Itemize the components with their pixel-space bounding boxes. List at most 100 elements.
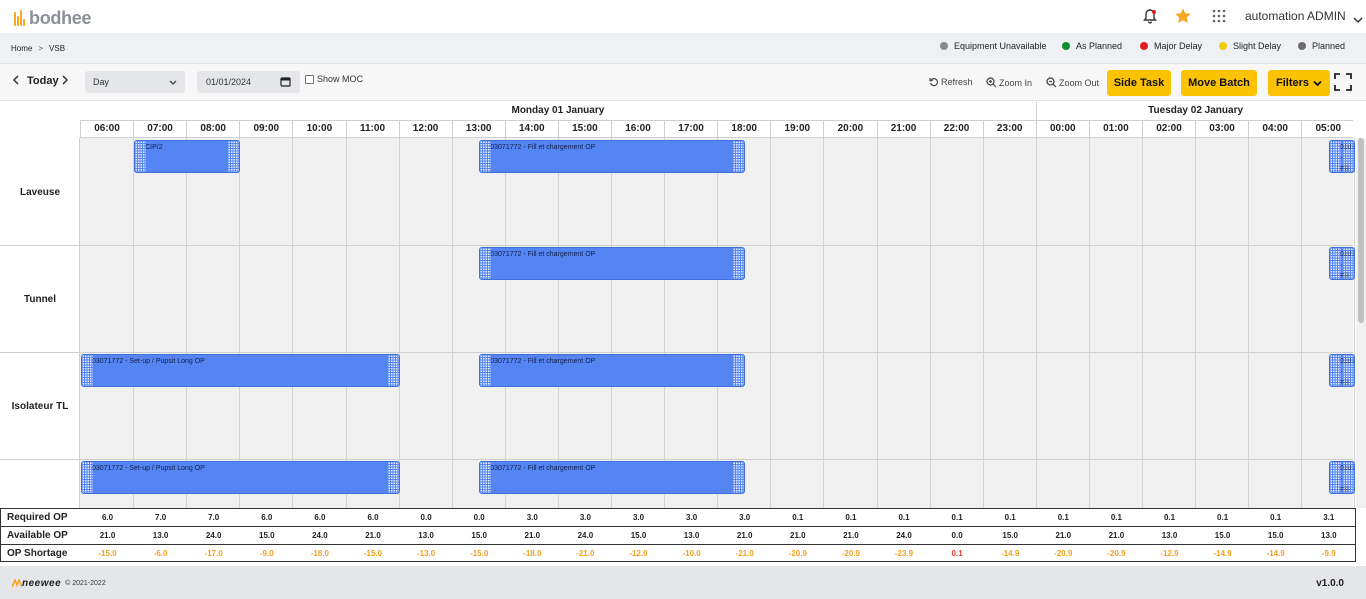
show-moc-checkbox[interactable]	[305, 74, 314, 84]
legend-label: Planned	[1312, 41, 1346, 51]
task-bar[interactable]: 03071772 - Fill et chargement OP	[479, 140, 745, 173]
grid-line	[717, 138, 719, 508]
breadcrumb-bar: Home > VSB Equipment Unavailable As Planne…	[0, 33, 1366, 63]
summary-cell: 15.0	[1267, 531, 1284, 540]
gantt-vertical-scrollbar[interactable]	[1356, 138, 1366, 508]
resize-handle-right[interactable]	[732, 462, 744, 493]
resize-handle-right[interactable]	[387, 355, 399, 386]
summary-cell: -6.0	[153, 549, 168, 558]
hour-header: 12:00	[398, 120, 452, 138]
header-divider	[80, 120, 1353, 121]
scrollbar-thumb[interactable]	[1358, 138, 1364, 323]
resize-handle-right[interactable]	[228, 141, 240, 172]
resize-handle-left[interactable]	[1329, 462, 1341, 493]
chevron-down-icon	[1313, 80, 1322, 86]
grid-line	[504, 138, 506, 508]
fullscreen-icon[interactable]	[1334, 73, 1352, 96]
footer-brand: neewee	[22, 578, 62, 589]
next-period-chevron-icon[interactable]	[61, 75, 69, 88]
task-bar[interactable]: 03071800 - Fill et chargement OP	[1328, 461, 1355, 494]
resize-handle-left[interactable]	[1329, 355, 1341, 386]
legend-dot	[940, 42, 948, 50]
summary-cell: 15.0	[1214, 531, 1231, 540]
summary-cell: 0.1	[1163, 513, 1176, 522]
resize-handle-right[interactable]	[387, 462, 399, 493]
task-bar[interactable]: 03071800 - Fill et chargement OP	[1328, 140, 1355, 173]
move-batch-button[interactable]: Move Batch	[1181, 70, 1257, 96]
bodhee-logo[interactable]: bodhee	[14, 8, 92, 28]
resize-handle-left[interactable]	[135, 141, 147, 172]
refresh-button[interactable]: Refresh	[929, 77, 973, 87]
legend-dot	[1298, 42, 1306, 50]
calendar-icon[interactable]	[280, 76, 291, 89]
resize-handle-left[interactable]	[1329, 248, 1341, 279]
resize-handle-left[interactable]	[480, 248, 492, 279]
view-select[interactable]: Day	[85, 71, 185, 93]
grid-line	[1088, 138, 1090, 508]
task-bar[interactable]: 03071772 - Set-up / Pupsit Long OP	[81, 354, 400, 387]
resize-handle-left[interactable]	[480, 462, 492, 493]
zoom-in-label: Zoom In	[999, 77, 1033, 88]
resize-handle-right[interactable]	[732, 355, 744, 386]
favorites-star-icon[interactable]	[1173, 6, 1193, 26]
resize-handle-right[interactable]	[1342, 141, 1354, 172]
summary-cell: 3.1	[1323, 513, 1335, 522]
task-bar[interactable]: 03071800 - Fill et chargement OP	[1328, 247, 1355, 280]
zoom-out-label: Zoom Out	[1059, 77, 1100, 88]
prev-period-chevron-icon[interactable]	[12, 75, 20, 88]
hour-header: 07:00	[133, 120, 186, 138]
filters-button[interactable]: Filters	[1268, 70, 1330, 96]
summary-cell: 13.0	[1161, 531, 1178, 540]
task-bar[interactable]: 03071772 - Fill et chargement OP	[479, 461, 745, 494]
hour-header: 06:00	[80, 120, 133, 138]
resize-handle-right[interactable]	[1342, 355, 1354, 386]
resize-handle-right[interactable]	[1342, 462, 1354, 493]
summary-cell: -17.0	[204, 549, 223, 558]
hour-header: 21:00	[876, 120, 930, 138]
summary-cell: -18.0	[523, 549, 542, 558]
summary-cell: 21.0	[736, 531, 753, 540]
resize-handle-right[interactable]	[732, 248, 744, 279]
gantt-toolbar: Today Day 01/01/2024 Show MOC Refresh Zo…	[0, 63, 1366, 101]
resize-handle-right[interactable]	[732, 141, 744, 172]
summary-cell: 21.0	[99, 531, 116, 540]
zoom-in-button[interactable]: Zoom In	[986, 77, 1032, 88]
zoom-out-button[interactable]: Zoom Out	[1046, 77, 1099, 88]
show-moc-toggle[interactable]: Show MOC	[305, 74, 363, 84]
side-task-button[interactable]: Side Task	[1107, 70, 1171, 96]
zoom-out-icon	[1046, 77, 1057, 88]
notification-bell-icon[interactable]	[1140, 6, 1160, 26]
task-bar[interactable]: CIP/2	[134, 140, 241, 173]
summary-row: OP Shortage -15.0 -6.0 -17.0 -9.0 -18.0 -15.0 -…	[1, 545, 1355, 563]
today-button[interactable]: Today	[27, 75, 59, 87]
breadcrumb-home[interactable]: Home	[11, 44, 33, 53]
resize-handle-left[interactable]	[82, 355, 93, 386]
summary-cell: -14.9	[1213, 549, 1232, 558]
task-bar[interactable]: 03071800 - Fill et chargement OP	[1328, 354, 1355, 387]
resize-handle-left[interactable]	[480, 141, 492, 172]
day-header: Monday 01 January	[511, 105, 605, 116]
summary-cell: 3.0	[579, 513, 591, 522]
hour-header: 00:00	[1035, 120, 1089, 138]
app-version: v1.0.0	[1316, 578, 1344, 589]
grid-line	[133, 138, 135, 508]
apps-grid-icon[interactable]	[1209, 6, 1229, 26]
resize-handle-left[interactable]	[82, 462, 93, 493]
resource-label: Isolateur TL	[11, 401, 69, 412]
grid-line	[1142, 138, 1143, 508]
gantt-grid[interactable]: CIP/2 03071772 - Fill et chargement OP 030…	[80, 138, 1356, 508]
user-menu-chevron-icon[interactable]	[1353, 11, 1363, 29]
resize-handle-left[interactable]	[1329, 141, 1341, 172]
logo-mark-icon	[14, 10, 25, 26]
date-input[interactable]: 01/01/2024	[197, 71, 300, 93]
resize-handle-right[interactable]	[1342, 248, 1354, 279]
footer-copyright: © 2021-2022	[65, 580, 106, 587]
task-bar[interactable]: 03071772 - Set-up / Pupsit Long OP	[81, 461, 400, 494]
grid-line	[876, 138, 878, 508]
summary-cell: -18.0	[310, 549, 329, 558]
task-bar[interactable]: 03071772 - Fill et chargement OP	[479, 354, 745, 387]
hour-header: 03:00	[1195, 120, 1248, 138]
resize-handle-left[interactable]	[480, 355, 492, 386]
task-bar[interactable]: 03071772 - Fill et chargement OP	[479, 247, 745, 280]
user-menu-name[interactable]: automation ADMIN	[1245, 9, 1346, 23]
